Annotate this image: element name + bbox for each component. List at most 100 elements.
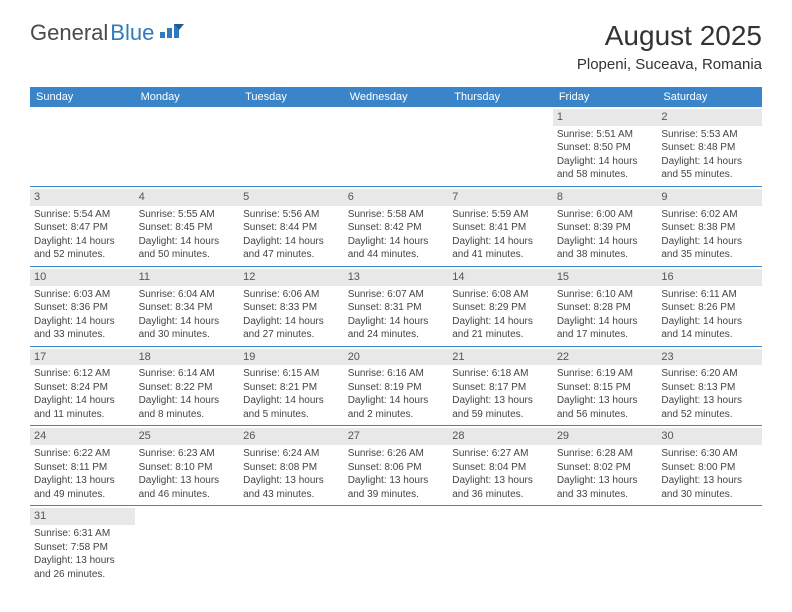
- day-info-line: Daylight: 13 hours: [557, 394, 654, 408]
- day-info-line: Sunrise: 6:22 AM: [34, 447, 131, 461]
- day-info-line: Sunrise: 5:54 AM: [34, 208, 131, 222]
- day-info-line: and 14 minutes.: [661, 328, 758, 342]
- day-info-line: Sunrise: 5:51 AM: [557, 128, 654, 142]
- day-info-line: Daylight: 14 hours: [452, 315, 549, 329]
- day-number: 6: [344, 189, 449, 206]
- day-info-line: and 11 minutes.: [34, 408, 131, 422]
- day-info-line: Daylight: 13 hours: [661, 394, 758, 408]
- calendar-day-cell: 26Sunrise: 6:24 AMSunset: 8:08 PMDayligh…: [239, 426, 344, 506]
- weekday-header: Wednesday: [344, 87, 449, 107]
- calendar-head: SundayMondayTuesdayWednesdayThursdayFrid…: [30, 87, 762, 107]
- day-number: 14: [448, 269, 553, 286]
- calendar-empty-cell: [239, 107, 344, 186]
- calendar-day-cell: 11Sunrise: 6:04 AMSunset: 8:34 PMDayligh…: [135, 266, 240, 346]
- weekday-row: SundayMondayTuesdayWednesdayThursdayFrid…: [30, 87, 762, 107]
- day-info-line: Sunset: 8:36 PM: [34, 301, 131, 315]
- day-number: 8: [553, 189, 658, 206]
- day-info-line: Sunrise: 6:24 AM: [243, 447, 340, 461]
- calendar-day-cell: 9Sunrise: 6:02 AMSunset: 8:38 PMDaylight…: [657, 186, 762, 266]
- day-info-line: Sunset: 8:39 PM: [557, 221, 654, 235]
- day-info-line: Daylight: 14 hours: [557, 315, 654, 329]
- day-number: 26: [239, 428, 344, 445]
- day-info-line: Sunset: 8:10 PM: [139, 461, 236, 475]
- calendar-day-cell: 14Sunrise: 6:08 AMSunset: 8:29 PMDayligh…: [448, 266, 553, 346]
- calendar-day-cell: 24Sunrise: 6:22 AMSunset: 8:11 PMDayligh…: [30, 426, 135, 506]
- calendar-empty-cell: [135, 107, 240, 186]
- day-info-line: Daylight: 13 hours: [139, 474, 236, 488]
- page-title: August 2025: [577, 20, 762, 52]
- day-number: 28: [448, 428, 553, 445]
- day-info-line: Sunset: 8:48 PM: [661, 141, 758, 155]
- calendar-day-cell: 5Sunrise: 5:56 AMSunset: 8:44 PMDaylight…: [239, 186, 344, 266]
- day-info-line: Daylight: 14 hours: [348, 235, 445, 249]
- day-info-line: Sunset: 8:41 PM: [452, 221, 549, 235]
- day-info-line: Sunrise: 6:20 AM: [661, 367, 758, 381]
- day-number: 17: [30, 349, 135, 366]
- day-info-line: Sunset: 8:00 PM: [661, 461, 758, 475]
- calendar-day-cell: 2Sunrise: 5:53 AMSunset: 8:48 PMDaylight…: [657, 107, 762, 186]
- calendar-week-row: 10Sunrise: 6:03 AMSunset: 8:36 PMDayligh…: [30, 266, 762, 346]
- calendar-body: 1Sunrise: 5:51 AMSunset: 8:50 PMDaylight…: [30, 107, 762, 585]
- day-info-line: Sunset: 8:08 PM: [243, 461, 340, 475]
- day-info-line: Daylight: 14 hours: [452, 235, 549, 249]
- calendar-day-cell: 30Sunrise: 6:30 AMSunset: 8:00 PMDayligh…: [657, 426, 762, 506]
- day-number: 22: [553, 349, 658, 366]
- day-info-line: Sunset: 8:34 PM: [139, 301, 236, 315]
- logo: GeneralBlue: [30, 20, 184, 46]
- day-number: 29: [553, 428, 658, 445]
- day-info-line: Sunset: 8:31 PM: [348, 301, 445, 315]
- day-info-line: Sunrise: 5:59 AM: [452, 208, 549, 222]
- day-info-line: Daylight: 13 hours: [661, 474, 758, 488]
- day-info-line: Daylight: 14 hours: [34, 315, 131, 329]
- calendar-empty-cell: [30, 107, 135, 186]
- day-info-line: Daylight: 14 hours: [243, 235, 340, 249]
- calendar-day-cell: 18Sunrise: 6:14 AMSunset: 8:22 PMDayligh…: [135, 346, 240, 426]
- day-info-line: Sunset: 8:44 PM: [243, 221, 340, 235]
- day-info-line: Sunrise: 5:55 AM: [139, 208, 236, 222]
- day-number: 21: [448, 349, 553, 366]
- day-number: 27: [344, 428, 449, 445]
- day-number: 25: [135, 428, 240, 445]
- day-info-line: Sunset: 8:33 PM: [243, 301, 340, 315]
- day-info-line: Sunrise: 6:28 AM: [557, 447, 654, 461]
- day-info-line: Daylight: 14 hours: [661, 315, 758, 329]
- day-number: 15: [553, 269, 658, 286]
- day-info-line: Sunrise: 6:08 AM: [452, 288, 549, 302]
- calendar-day-cell: 31Sunrise: 6:31 AMSunset: 7:58 PMDayligh…: [30, 506, 135, 585]
- day-info-line: Sunrise: 5:56 AM: [243, 208, 340, 222]
- day-info-line: Sunset: 8:04 PM: [452, 461, 549, 475]
- calendar-table: SundayMondayTuesdayWednesdayThursdayFrid…: [30, 87, 762, 585]
- day-info-line: Sunrise: 6:03 AM: [34, 288, 131, 302]
- day-info-line: Sunrise: 6:16 AM: [348, 367, 445, 381]
- day-number: 2: [657, 109, 762, 126]
- calendar-day-cell: 1Sunrise: 5:51 AMSunset: 8:50 PMDaylight…: [553, 107, 658, 186]
- day-info-line: Daylight: 14 hours: [139, 315, 236, 329]
- day-info-line: Sunset: 8:13 PM: [661, 381, 758, 395]
- weekday-header: Sunday: [30, 87, 135, 107]
- day-number: 30: [657, 428, 762, 445]
- day-info-line: Sunrise: 6:26 AM: [348, 447, 445, 461]
- calendar-empty-cell: [344, 107, 449, 186]
- day-info-line: Sunset: 8:47 PM: [34, 221, 131, 235]
- day-info-line: Sunset: 8:42 PM: [348, 221, 445, 235]
- weekday-header: Saturday: [657, 87, 762, 107]
- day-info-line: Daylight: 13 hours: [452, 474, 549, 488]
- day-info-line: Sunrise: 6:18 AM: [452, 367, 549, 381]
- day-number: 9: [657, 189, 762, 206]
- day-info-line: Sunset: 8:50 PM: [557, 141, 654, 155]
- weekday-header: Friday: [553, 87, 658, 107]
- day-info-line: Daylight: 14 hours: [348, 315, 445, 329]
- logo-text-1: General: [30, 20, 108, 46]
- weekday-header: Tuesday: [239, 87, 344, 107]
- day-info-line: and 59 minutes.: [452, 408, 549, 422]
- logo-text-2: Blue: [110, 20, 154, 46]
- calendar-day-cell: 27Sunrise: 6:26 AMSunset: 8:06 PMDayligh…: [344, 426, 449, 506]
- day-info-line: and 5 minutes.: [243, 408, 340, 422]
- day-info-line: Sunrise: 6:04 AM: [139, 288, 236, 302]
- day-info-line: and 44 minutes.: [348, 248, 445, 262]
- calendar-week-row: 31Sunrise: 6:31 AMSunset: 7:58 PMDayligh…: [30, 506, 762, 585]
- day-info-line: Sunset: 8:02 PM: [557, 461, 654, 475]
- calendar-day-cell: 4Sunrise: 5:55 AMSunset: 8:45 PMDaylight…: [135, 186, 240, 266]
- title-block: August 2025 Plopeni, Suceava, Romania: [577, 20, 762, 73]
- day-info-line: and 58 minutes.: [557, 168, 654, 182]
